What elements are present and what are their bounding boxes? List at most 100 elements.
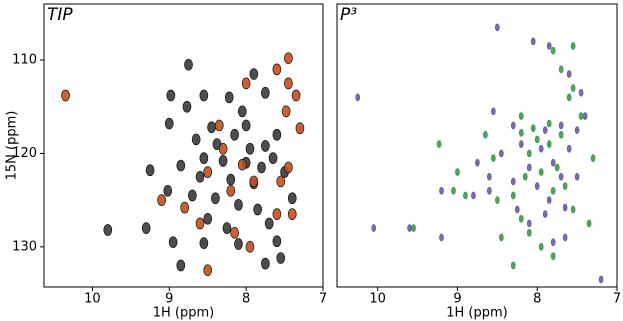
peak [491, 154, 496, 162]
peak [582, 112, 588, 120]
panel-title: P³ [340, 5, 357, 25]
peak [538, 168, 544, 176]
y-tick-label: 130 [12, 239, 37, 254]
peak [195, 170, 205, 183]
peak [281, 105, 291, 118]
peak [272, 63, 282, 76]
peak [253, 203, 263, 216]
peak [230, 128, 239, 141]
peak [203, 166, 213, 178]
peak [187, 189, 197, 202]
peak [407, 224, 412, 233]
peak [272, 235, 282, 248]
peak [439, 186, 444, 195]
peak [510, 191, 516, 200]
peak [518, 214, 524, 223]
peak [166, 89, 176, 102]
peak [207, 121, 216, 134]
peak [287, 192, 297, 205]
peak [355, 93, 361, 102]
panel-title: TIP [47, 5, 73, 25]
peak [103, 224, 113, 236]
y-tick-label: 110 [12, 53, 37, 68]
peak [494, 196, 500, 204]
peak [257, 161, 266, 174]
peak [261, 257, 270, 270]
x-tick-label: 7 [613, 292, 621, 307]
peak [510, 121, 516, 130]
x-tick-label: 10 [369, 292, 386, 307]
peak [578, 88, 584, 97]
peak [487, 186, 492, 195]
peak [203, 264, 213, 277]
peak [234, 238, 243, 250]
peak [184, 58, 193, 71]
peak [566, 93, 572, 102]
peak [241, 119, 251, 132]
peak [586, 219, 592, 228]
peak [218, 142, 228, 155]
x-axis-label: 1H (ppm) [153, 306, 215, 321]
x-tick-label: 9 [165, 292, 173, 307]
peak [471, 191, 476, 200]
peak [598, 275, 604, 284]
peak [526, 149, 532, 158]
peak [534, 135, 540, 144]
peak [510, 261, 516, 270]
peak [203, 212, 213, 225]
peak [218, 155, 228, 167]
peak [371, 224, 377, 233]
peak [226, 173, 236, 186]
peak [237, 105, 247, 118]
peak [182, 100, 192, 113]
peak [498, 233, 504, 242]
peak [261, 140, 270, 152]
peak [249, 175, 259, 188]
peak [546, 119, 552, 128]
peak [291, 89, 301, 102]
peak [191, 133, 201, 146]
peak [526, 219, 532, 228]
peak [157, 194, 166, 206]
panel-frame [336, 3, 618, 288]
peak [245, 240, 255, 253]
peak [522, 172, 528, 181]
peak [230, 226, 239, 239]
peak [272, 208, 282, 220]
y-axis-label: 15N (ppm) [5, 111, 20, 181]
peak [224, 91, 234, 104]
x-tick-label: 8 [242, 292, 250, 307]
x-tick-label: 10 [84, 292, 101, 307]
peak [550, 238, 556, 247]
peak [546, 196, 552, 204]
peak [261, 86, 270, 99]
x-tick-label: 7 [319, 292, 327, 307]
peak [550, 46, 556, 55]
peak [590, 154, 596, 162]
peak [570, 42, 576, 50]
peak [284, 161, 293, 174]
peak [518, 112, 524, 120]
peak [284, 52, 293, 65]
peak [141, 222, 151, 235]
peak [494, 23, 500, 32]
peak [491, 107, 496, 116]
peak [566, 144, 572, 153]
peak [510, 177, 516, 186]
peak [558, 65, 564, 74]
peak [455, 168, 460, 176]
peak [542, 126, 548, 134]
peak [574, 126, 580, 134]
peak [411, 224, 416, 233]
peak [199, 89, 209, 102]
peak [526, 163, 532, 172]
x-axis-label: 1H (ppm) [446, 306, 508, 321]
peak [276, 175, 286, 188]
peak [518, 129, 524, 137]
peak [498, 149, 504, 158]
peak [550, 252, 556, 261]
peak [542, 210, 548, 218]
peak [550, 158, 556, 167]
peak [168, 236, 178, 249]
peak [234, 198, 243, 211]
